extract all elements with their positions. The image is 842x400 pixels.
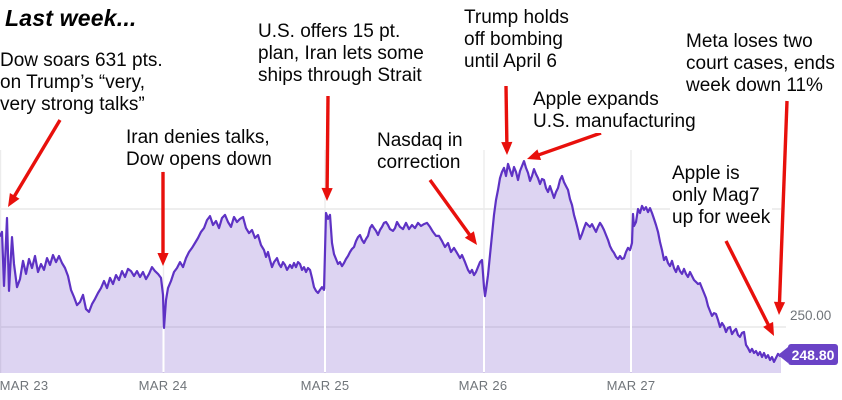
page-title: Last week... bbox=[5, 5, 137, 31]
arrow-line-dow-soars bbox=[11, 119, 62, 200]
last-price-value: 248.80 bbox=[791, 346, 835, 363]
annotation-dow-soars: Dow soars 631 pts. on Trump’s “very, ver… bbox=[0, 50, 165, 116]
arrow-line-apple-expands bbox=[535, 131, 602, 158]
annotation-iran-denies: Iran denies talks, Dow opens down bbox=[124, 127, 274, 171]
y-axis-label-250: 250.00 bbox=[790, 308, 832, 323]
price-area-fill bbox=[0, 161, 781, 373]
annotation-nasdaq-correction: Nasdaq in correction bbox=[375, 130, 465, 174]
arrow-line-meta-loses bbox=[777, 100, 789, 306]
arrow-line-us-offers bbox=[325, 95, 330, 192]
last-price-badge-tip bbox=[778, 347, 788, 364]
arrow-head-apple-expands bbox=[527, 149, 542, 160]
arrow-head-nasdaq bbox=[464, 231, 477, 245]
x-axis-label-mar23: MAR 23 bbox=[0, 378, 49, 393]
annotation-apple-expands: Apple expands U.S. manufacturing bbox=[531, 89, 698, 133]
x-axis-label-mar25: MAR 25 bbox=[300, 378, 350, 393]
x-axis-label-mar24: MAR 24 bbox=[138, 378, 188, 393]
x-axis-label-mar27: MAR 27 bbox=[606, 378, 656, 393]
arrow-head-trump-holds bbox=[501, 141, 513, 155]
annotation-meta-loses: Meta loses two court cases, ends week do… bbox=[684, 31, 837, 97]
arrow-line-apple-mag7 bbox=[724, 240, 772, 328]
annotation-us-offers: U.S. offers 15 pt. plan, Iran lets some … bbox=[256, 21, 426, 87]
annotation-apple-mag7: Apple is only Mag7 up for week bbox=[670, 163, 773, 229]
arrow-head-us-offers bbox=[321, 187, 333, 201]
arrow-head-iran-denies bbox=[157, 253, 169, 266]
last-price-badge: 248.80 bbox=[788, 344, 838, 366]
price-line bbox=[0, 160, 783, 363]
x-axis-label-mar26: MAR 26 bbox=[458, 378, 508, 393]
arrow-line-nasdaq bbox=[428, 179, 473, 238]
annotation-trump-holds: Trump holds off bombing until April 6 bbox=[462, 7, 571, 73]
arrow-line-trump-holds bbox=[504, 85, 509, 146]
arrow-head-meta-loses bbox=[773, 301, 786, 315]
arrow-head-dow-soars bbox=[8, 193, 20, 207]
arrow-head-apple-mag7 bbox=[763, 321, 774, 336]
